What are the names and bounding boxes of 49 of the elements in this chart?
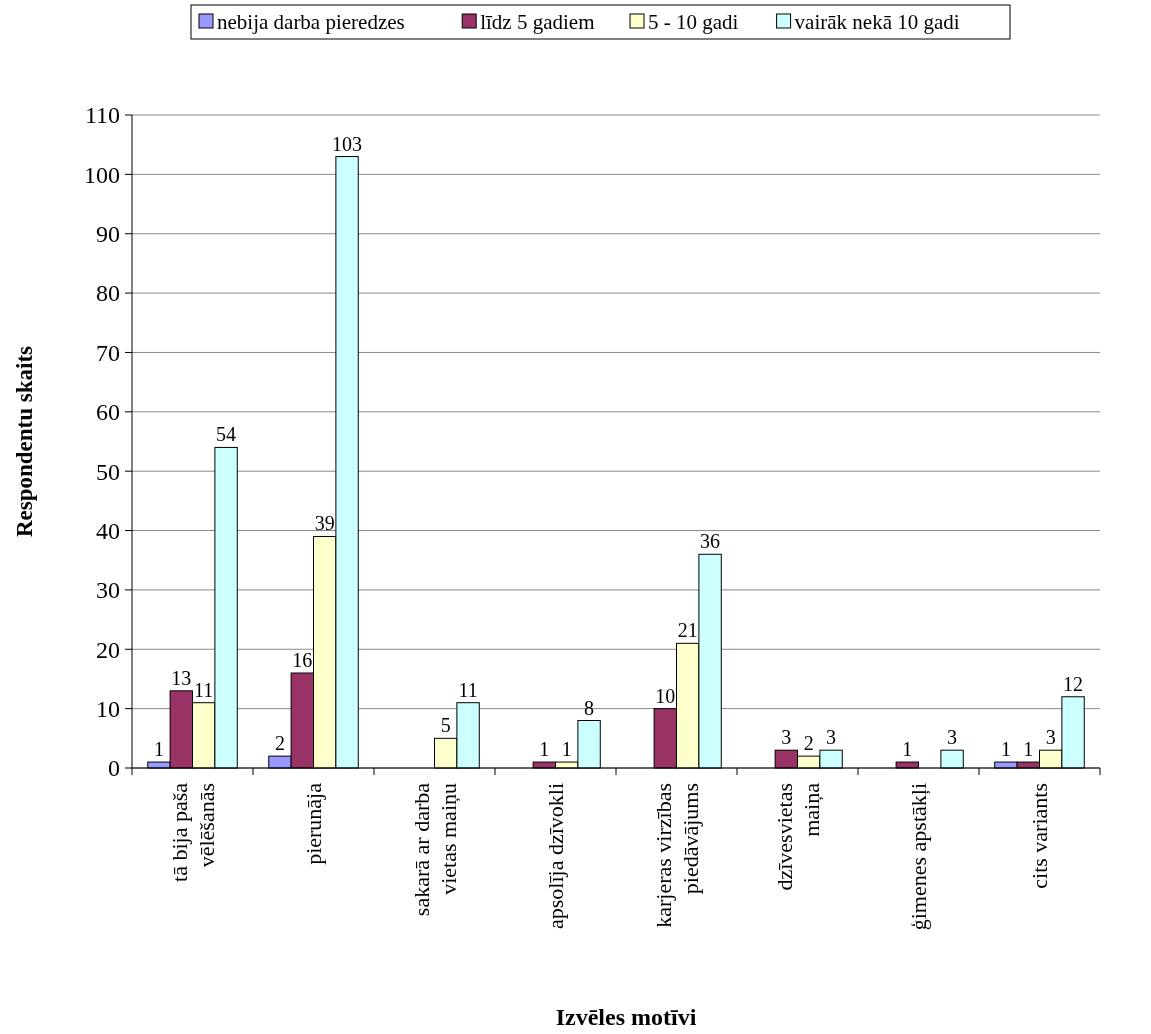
legend-label: 5 - 10 gadi <box>648 10 739 34</box>
legend-label: nebija darba pieredzes <box>217 10 405 34</box>
data-label: 16 <box>292 649 313 672</box>
y-tick-label: 20 <box>96 636 120 663</box>
y-axis-title: Respondentu skaits <box>12 345 37 538</box>
data-label: 12 <box>1063 672 1084 695</box>
data-label: 1 <box>539 738 550 761</box>
data-label: 3 <box>826 726 837 749</box>
x-tick-label: pierunāja <box>301 782 327 865</box>
y-tick-label: 40 <box>96 517 120 544</box>
data-label: 11 <box>194 678 214 701</box>
data-label: 21 <box>677 619 698 642</box>
data-label: 2 <box>274 732 285 755</box>
x-tick-label: ģimenes apstākļi <box>906 783 932 931</box>
data-label: 36 <box>700 530 721 553</box>
data-label: 54 <box>216 423 237 446</box>
x-tick-label: cits variants <box>1027 783 1053 889</box>
x-tick-label: tā bija paša vēlēšanās <box>166 782 219 882</box>
y-tick-label: 30 <box>96 577 120 604</box>
data-label: 5 <box>440 714 451 737</box>
y-tick-label: 100 <box>84 161 120 188</box>
y-tick-label: 0 <box>108 755 120 782</box>
legend-label: vairāk nekā 10 gadi <box>794 10 960 34</box>
data-label: 1 <box>561 738 572 761</box>
data-label: 3 <box>947 726 958 749</box>
y-tick-label: 110 <box>84 102 120 129</box>
data-label: 3 <box>781 726 792 749</box>
data-label: 103 <box>332 132 363 155</box>
y-tick-label: 10 <box>96 696 120 723</box>
x-axis-title: Izvēles motīvi <box>555 1004 697 1030</box>
data-label: 13 <box>171 666 192 689</box>
data-label: 2 <box>803 732 814 755</box>
data-label: 1 <box>153 738 164 761</box>
y-tick-label: 80 <box>96 280 120 307</box>
data-label: 8 <box>584 696 595 719</box>
data-label: 39 <box>314 512 335 535</box>
legend-label: līdz 5 gadiem <box>480 10 595 34</box>
data-label: 10 <box>655 684 676 707</box>
data-label: 1 <box>1000 738 1011 761</box>
x-tick-label: apsolīja dzīvokli <box>543 783 569 930</box>
x-tick-label: dzīvesvietas maiņa <box>771 782 824 891</box>
y-tick-label: 90 <box>96 221 120 248</box>
data-label: 1 <box>1023 738 1034 761</box>
y-tick-label: 70 <box>96 339 120 366</box>
data-label: 3 <box>1045 726 1056 749</box>
y-tick-label: 60 <box>96 399 120 426</box>
y-tick-label: 50 <box>96 458 120 485</box>
data-label: 11 <box>458 678 478 701</box>
data-label: 1 <box>902 738 913 761</box>
